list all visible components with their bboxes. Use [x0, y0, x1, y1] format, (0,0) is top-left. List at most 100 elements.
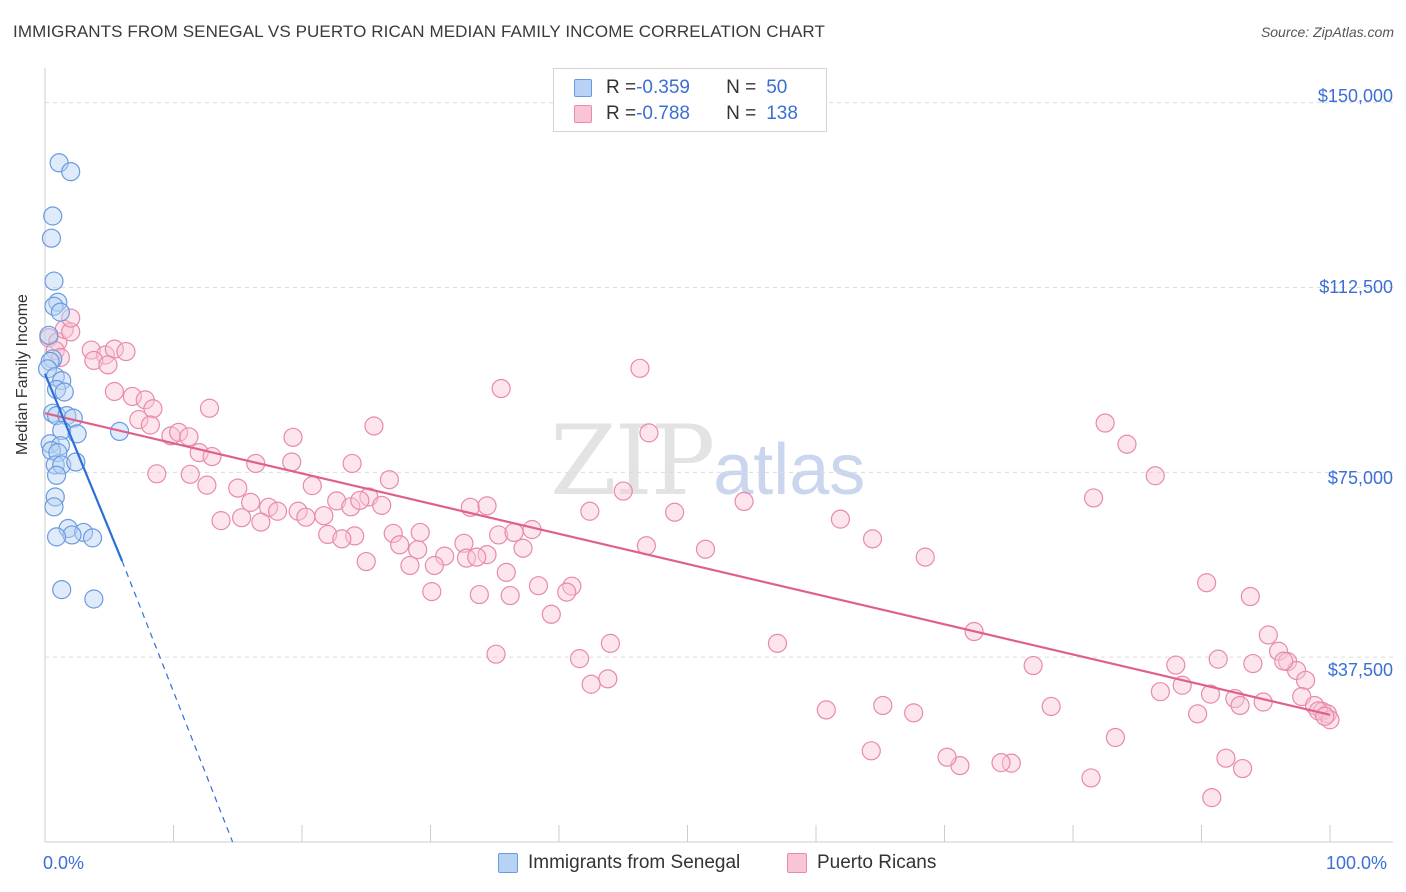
- data-point-puerto-rican: [1320, 710, 1340, 730]
- data-point-puerto-rican: [283, 427, 303, 447]
- data-point-puerto-rican: [356, 551, 376, 572]
- data-point-senegal: [52, 371, 72, 391]
- legend-n-label: N =: [726, 77, 757, 98]
- data-point-senegal: [73, 522, 94, 543]
- data-point-senegal: [46, 527, 67, 547]
- data-point-puerto-rican: [734, 491, 754, 512]
- data-point-puerto-rican: [1202, 788, 1222, 808]
- legend-r-value: -0.788: [636, 103, 690, 124]
- data-point-senegal: [44, 271, 64, 291]
- data-point-puerto-rican: [504, 522, 524, 543]
- data-point-puerto-rican: [1258, 625, 1278, 645]
- data-point-puerto-rican: [314, 506, 334, 526]
- data-point-puerto-rican: [140, 415, 160, 435]
- data-point-puerto-rican: [61, 322, 81, 342]
- data-point-puerto-rican: [991, 753, 1011, 773]
- data-point-puerto-rican: [383, 523, 403, 544]
- data-point-puerto-rican: [318, 524, 338, 545]
- data-point-puerto-rican: [904, 703, 924, 723]
- bottom-legend-senegal: Immigrants from Senegal: [498, 852, 740, 874]
- data-point-puerto-rican: [569, 649, 590, 669]
- data-point-puerto-rican: [379, 470, 399, 490]
- data-point-puerto-rican: [1188, 704, 1208, 724]
- data-point-puerto-rican: [1200, 684, 1221, 704]
- data-point-puerto-rican: [232, 508, 252, 528]
- data-point-puerto-rican: [1150, 682, 1170, 702]
- data-point-puerto-rican: [410, 522, 430, 543]
- data-point-puerto-rican: [169, 422, 189, 442]
- data-point-puerto-rican: [630, 358, 650, 378]
- data-point-puerto-rican: [422, 582, 442, 602]
- data-point-puerto-rican: [1240, 586, 1260, 607]
- data-point-senegal: [50, 302, 71, 322]
- bottom-legend-swatch-senegal: [498, 853, 518, 873]
- data-point-puerto-rican: [830, 509, 851, 529]
- data-point-puerto-rican: [598, 669, 618, 689]
- data-point-puerto-rican: [613, 481, 633, 501]
- data-point-puerto-rican: [282, 452, 302, 472]
- data-point-puerto-rican: [342, 453, 362, 474]
- data-point-puerto-rican: [390, 535, 410, 555]
- data-point-puerto-rican: [467, 547, 487, 567]
- legend-r-label: R =: [606, 103, 637, 124]
- data-point-puerto-rican: [147, 464, 167, 484]
- legend-row-senegal: R = -0.359 N = 50: [574, 77, 787, 99]
- data-point-puerto-rican: [98, 355, 118, 375]
- chart-title: IMMIGRANTS FROM SENEGAL VS PUERTO RICAN …: [13, 22, 825, 41]
- data-point-puerto-rican: [456, 548, 477, 568]
- data-point-senegal: [46, 379, 67, 400]
- legend: R = -0.359 N = 50 R = -0.788 N = 138: [553, 68, 827, 132]
- bottom-legend-label-senegal: Immigrants from Senegal: [528, 852, 741, 873]
- data-point-puerto-rican: [50, 347, 71, 368]
- data-point-puerto-rican: [1023, 655, 1043, 676]
- data-point-puerto-rican: [1041, 696, 1061, 717]
- data-point-puerto-rican: [400, 555, 420, 576]
- bottom-legend-swatch-pr: [787, 853, 807, 873]
- data-point-senegal: [43, 206, 63, 226]
- data-point-puerto-rican: [469, 584, 489, 605]
- x-tick-label-100: 100.0%: [1326, 853, 1388, 873]
- data-point-puerto-rican: [143, 399, 163, 419]
- data-point-senegal: [61, 162, 81, 182]
- data-point-puerto-rican: [1230, 695, 1250, 716]
- data-point-puerto-rican: [241, 492, 261, 512]
- trend-line-senegal-extension: [121, 560, 234, 843]
- data-point-puerto-rican: [199, 398, 220, 418]
- data-point-puerto-rican: [491, 378, 511, 399]
- data-point-puerto-rican: [915, 547, 935, 567]
- data-point-puerto-rican: [600, 633, 621, 653]
- data-point-puerto-rican: [486, 644, 506, 664]
- data-point-senegal: [45, 455, 65, 475]
- y-axis-label: Median Family Income: [14, 294, 31, 455]
- legend-swatch-pr: [574, 105, 592, 123]
- data-point-senegal: [41, 228, 62, 248]
- data-point-puerto-rican: [1083, 488, 1104, 508]
- bottom-legend-pr: Puerto Ricans: [787, 852, 936, 874]
- data-point-puerto-rican: [580, 501, 600, 521]
- data-point-puerto-rican: [408, 540, 428, 560]
- data-point-puerto-rican: [327, 491, 347, 511]
- data-point-puerto-rican: [129, 409, 149, 430]
- data-point-senegal: [46, 465, 67, 485]
- watermark-zip: ZIP: [550, 405, 715, 517]
- data-point-puerto-rican: [104, 381, 124, 402]
- data-point-puerto-rican: [1001, 753, 1021, 773]
- data-point-puerto-rican: [1105, 727, 1126, 748]
- y-tick-label-150000: $150,000: [1317, 86, 1393, 106]
- data-point-puerto-rican: [350, 490, 370, 511]
- data-point-puerto-rican: [562, 576, 582, 596]
- data-point-puerto-rican: [937, 747, 957, 767]
- data-point-puerto-rican: [1233, 758, 1253, 779]
- data-point-puerto-rican: [197, 475, 217, 495]
- data-point-puerto-rican: [665, 502, 685, 522]
- data-point-puerto-rican: [267, 501, 288, 521]
- data-point-puerto-rican: [228, 478, 248, 498]
- data-point-puerto-rican: [179, 427, 199, 447]
- data-point-puerto-rican: [496, 562, 516, 582]
- data-point-puerto-rican: [1253, 692, 1273, 712]
- data-point-puerto-rican: [302, 476, 322, 496]
- data-point-puerto-rican: [1117, 434, 1137, 454]
- data-point-puerto-rican: [477, 496, 497, 516]
- data-point-puerto-rican: [332, 529, 352, 549]
